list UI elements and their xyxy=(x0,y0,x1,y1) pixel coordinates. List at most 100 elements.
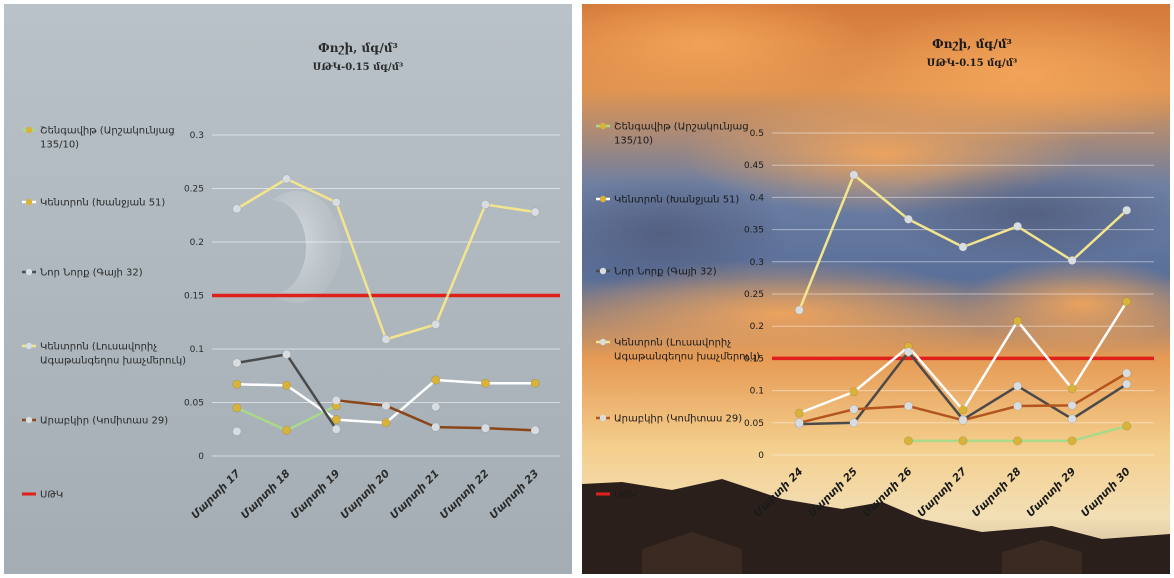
data-point xyxy=(480,200,490,210)
y-tick-label: 0.2 xyxy=(190,238,204,248)
y-tick-label: 0.25 xyxy=(184,185,204,195)
data-point xyxy=(232,379,242,389)
data-point xyxy=(480,423,490,433)
data-point xyxy=(1122,421,1132,431)
y-tick-label: 0.3 xyxy=(190,131,204,141)
data-point xyxy=(1067,256,1077,266)
data-point xyxy=(431,375,441,385)
chart-panel-right: 0 0.05 0.1 0.15 0.2 0.25 0.3 0.35 0.4 0.45 0.5 Մարտ… xyxy=(582,4,1170,574)
data-point xyxy=(1122,368,1132,378)
legend-label: Նոր Նորք (Գայի 32) xyxy=(614,267,717,278)
y-tick-label: 0 xyxy=(198,452,204,462)
data-point xyxy=(530,207,540,217)
data-point xyxy=(903,436,913,446)
chart-title: Փոշի, մգ/մ³ xyxy=(932,37,1012,51)
data-point xyxy=(903,347,913,357)
data-point xyxy=(958,405,968,415)
legend-marker xyxy=(25,416,33,424)
legend-label: Կենտրոն (Լուսավորիչ Ագաթանգեղոս խաչմերուկ… xyxy=(40,342,186,367)
data-point xyxy=(282,425,292,435)
data-point xyxy=(849,418,859,428)
data-point xyxy=(958,415,968,425)
y-tick-label: 0.45 xyxy=(744,161,764,171)
chart-panel-left: 0 0.05 0.1 0.15 0.2 0.25 0.3 Մարտի 17 Մարտի 18 Մա… xyxy=(4,4,572,574)
data-point xyxy=(331,197,341,207)
data-point xyxy=(1013,316,1023,326)
data-point xyxy=(282,380,292,390)
legend-label: Կենտրոն (Խանջյան 51) xyxy=(614,195,739,206)
data-point xyxy=(331,395,341,405)
y-tick-label: 0.1 xyxy=(750,387,764,397)
data-point xyxy=(1067,400,1077,410)
data-point xyxy=(903,214,913,224)
chart-subtitle: ՍԹԿ-0.15 մգ/մ³ xyxy=(313,62,404,73)
legend-label: Արաբկիր (Կոմիտաս 29) xyxy=(40,416,168,427)
data-point xyxy=(1122,205,1132,215)
data-point xyxy=(794,408,804,418)
y-tick-label: 0.35 xyxy=(744,226,764,236)
data-point xyxy=(794,305,804,315)
y-tick-label: 0.5 xyxy=(750,129,764,139)
data-point xyxy=(1067,436,1077,446)
y-tick-label: 0.15 xyxy=(744,354,764,364)
data-point xyxy=(1013,381,1023,391)
data-point xyxy=(331,424,341,434)
data-point xyxy=(849,170,859,180)
data-point xyxy=(232,426,242,436)
y-tick-label: 0.4 xyxy=(750,193,765,203)
legend-label: Շենգավիթ (Արշակունյաց 135/10) xyxy=(40,126,175,151)
legend-marker xyxy=(25,268,33,276)
data-point xyxy=(381,401,391,411)
data-point xyxy=(849,404,859,414)
data-point xyxy=(1067,414,1077,424)
legend-marker xyxy=(25,198,33,206)
y-tick-label: 0.2 xyxy=(750,322,764,332)
data-point xyxy=(431,319,441,329)
data-point xyxy=(431,402,441,412)
data-point xyxy=(431,422,441,432)
data-point xyxy=(958,242,968,252)
y-tick-label: 0.05 xyxy=(184,399,204,409)
moon-image xyxy=(272,191,342,303)
data-point xyxy=(282,349,292,359)
y-tick-label: 0.1 xyxy=(190,345,204,355)
y-tick-label: 0 xyxy=(758,451,764,461)
data-point xyxy=(480,378,490,388)
legend-marker xyxy=(25,342,33,350)
y-tick-label: 0.15 xyxy=(184,292,204,302)
data-point xyxy=(232,358,242,368)
data-point xyxy=(849,387,859,397)
data-point xyxy=(958,436,968,446)
legend-label: Կենտրոն (Լուսավորիչ Ագաթանգեղոս խաչմերուկ… xyxy=(614,338,760,363)
legend-label: Շենգավիթ (Արշակունյաց 135/10) xyxy=(614,122,749,147)
chart-title: Փոշի, մգ/մ³ xyxy=(318,41,398,55)
data-point xyxy=(1067,384,1077,394)
legend-label: Արաբկիր (Կոմիտաս 29) xyxy=(614,414,742,425)
data-point xyxy=(282,174,292,184)
rooftop-silhouettes xyxy=(642,532,1082,574)
legend-marker xyxy=(25,126,33,134)
legend-marker xyxy=(599,267,607,275)
data-point xyxy=(794,418,804,428)
legend-marker xyxy=(599,195,607,203)
legend-label: Նոր Նորք (Գայի 32) xyxy=(40,268,143,279)
data-point xyxy=(232,403,242,413)
data-point xyxy=(903,401,913,411)
y-tick-label: 0.25 xyxy=(744,290,764,300)
legend-marker xyxy=(599,414,607,422)
data-point xyxy=(381,418,391,428)
data-point xyxy=(381,334,391,344)
legend-label-threshold: ՍԹԿ xyxy=(614,490,637,501)
cloud-shapes xyxy=(582,4,1170,369)
data-point xyxy=(331,415,341,425)
legend-label: Կենտրոն (Խանջյան 51) xyxy=(40,198,165,209)
data-point xyxy=(1122,379,1132,389)
data-point xyxy=(1013,436,1023,446)
data-point xyxy=(1013,221,1023,231)
data-point xyxy=(530,378,540,388)
legend-marker xyxy=(599,122,607,130)
legend-marker xyxy=(599,338,607,346)
chart-right: 00.050.10.150.20.250.30.350.40.450.5Մարտ… xyxy=(582,4,1170,574)
chart-subtitle: ՍԹԿ-0.15 մգ/մ³ xyxy=(927,58,1018,69)
